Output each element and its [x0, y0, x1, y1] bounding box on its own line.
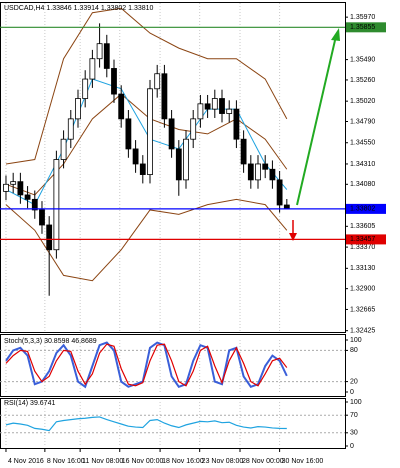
candle-body [82, 78, 89, 99]
level-label: 1.35855 [350, 24, 375, 31]
indicator-line [5, 343, 288, 387]
y-tick-label: 1.34080 [350, 181, 375, 188]
level-label: 1.33457 [350, 236, 375, 243]
y-tick-label: 30 [350, 430, 358, 437]
x-tick-label: 8 Nov 16:00 [47, 458, 85, 465]
candle-body [190, 118, 197, 140]
up-arrow [296, 35, 337, 206]
indicator-line [5, 341, 288, 389]
y-tick-label: 1.32900 [350, 286, 375, 293]
candle-body [211, 98, 218, 110]
up-arrow-head [331, 28, 340, 41]
candle-body [204, 103, 211, 110]
x-tick-label: 18 Nov 16:00 [162, 458, 204, 465]
candle-body [255, 163, 261, 181]
y-tick-label: 70 [350, 412, 358, 419]
candle-body [283, 204, 290, 209]
candle-body [118, 93, 125, 120]
candle-body [175, 148, 182, 181]
x-tick-label: 30 Nov 16:00 [282, 458, 324, 465]
candle-body [168, 118, 175, 150]
stoch-panel [0, 334, 346, 397]
y-tick-label: 80 [350, 347, 358, 354]
candle-body [262, 163, 269, 170]
y-tick-label: 100 [350, 337, 362, 344]
rsi-panel [0, 398, 346, 449]
y-tick-label: 1.32425 [350, 328, 375, 335]
indicator-line [5, 7, 288, 165]
candle-body [219, 98, 225, 114]
level-label: 1.33802 [350, 206, 375, 213]
y-tick-label: 1.35490 [350, 56, 375, 63]
candle-body [96, 43, 103, 60]
candle-body [276, 179, 283, 206]
candle-body [3, 183, 9, 192]
x-tick-label: 23 Nov 08:00 [202, 458, 244, 465]
candle-body [247, 163, 254, 181]
y-tick-label: 0 [350, 389, 354, 396]
candle-body [269, 168, 276, 181]
candle-body [39, 209, 45, 226]
indicator-line [5, 198, 288, 282]
candle-body [17, 181, 24, 196]
y-tick-label: 100 [350, 399, 362, 406]
candle-body [24, 194, 31, 200]
y-tick-label: 1.35970 [350, 14, 375, 21]
candle-body [75, 98, 81, 120]
down-arrow-head [289, 233, 297, 241]
chart-title: USDCAD,H4 1.33846 1.33914 1.33802 1.3381… [4, 5, 154, 12]
y-tick-label: 1.34790 [350, 118, 375, 125]
panel-title: RSI(14) 39.6741 [4, 400, 55, 407]
x-tick-label: 28 Nov 00:00 [242, 458, 284, 465]
y-tick-label: 1.33605 [350, 223, 375, 230]
candle-body [103, 43, 110, 69]
y-tick-label: 1.34310 [350, 161, 375, 168]
candle-body [161, 73, 168, 120]
candle-body [132, 148, 139, 165]
candle-body [197, 103, 204, 120]
y-tick-label: 20 [350, 378, 358, 385]
candle-body [67, 118, 74, 140]
main-panel [0, 2, 346, 333]
y-tick-label: 1.33370 [350, 244, 375, 251]
candle-body [233, 108, 240, 140]
y-tick-label: 1.35020 [350, 98, 375, 105]
candle-body [46, 224, 53, 251]
candle-body [147, 88, 153, 175]
y-tick-label: 1.32665 [350, 306, 375, 313]
y-tick-label: 0 [350, 443, 354, 450]
candle-body [183, 138, 189, 181]
candle-body [125, 118, 132, 150]
candle-body [240, 138, 247, 165]
candle-body [154, 73, 161, 90]
panel-title: Stoch(5,3,3) 30.8598 46.8689 [4, 338, 97, 345]
level-tag [346, 22, 386, 33]
x-tick-label: 11 Nov 08:00 [82, 458, 123, 465]
x-tick-label: 4 Nov 2016 [8, 458, 44, 465]
candle-body [226, 108, 233, 114]
y-tick-label: 1.33130 [350, 265, 375, 272]
candle-body [60, 138, 67, 160]
candle-body [31, 198, 38, 211]
candle-body [53, 159, 60, 251]
level-tag [346, 203, 386, 214]
candle-body [139, 163, 146, 175]
level-tag [346, 234, 386, 245]
x-tick-label: 16 Nov 00:00 [122, 458, 164, 465]
y-tick-label: 1.35260 [350, 77, 375, 84]
y-tick-label: 1.34550 [350, 140, 375, 147]
indicator-line [5, 416, 287, 432]
candle-body [89, 58, 96, 80]
candle-body [10, 181, 17, 185]
candle-body [111, 68, 117, 95]
